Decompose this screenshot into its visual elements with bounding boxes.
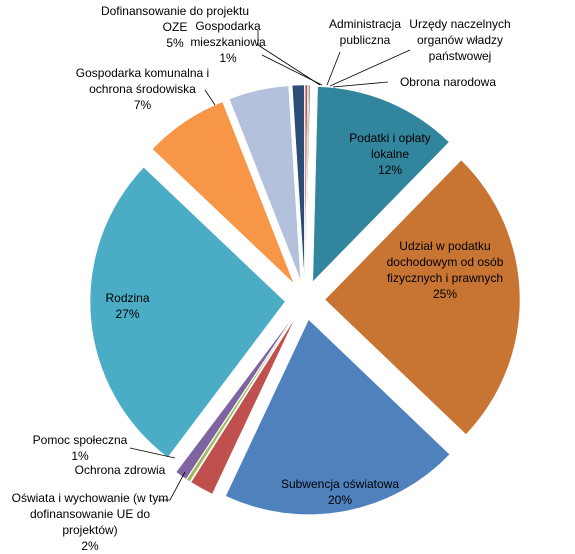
pie-slice: [324, 159, 521, 435]
slices: [89, 84, 521, 515]
category-label: Subwencja oświatowa: [280, 477, 400, 491]
category-label: Podatki i opłaty lokalne: [349, 131, 431, 161]
pie-slice: [225, 319, 450, 515]
value-label: 2%: [81, 539, 99, 553]
category-label: Gospodarka mieszkaniowa: [190, 19, 266, 49]
leader-line: [158, 471, 186, 501]
leader-lines: [129, 30, 411, 501]
category-label: Dofinansowanie do projektu OZE: [100, 4, 250, 34]
data-label: Podatki i opłaty lokalne 12%: [335, 130, 445, 178]
category-label: Udział w podatku dochodowym od osób fizy…: [386, 239, 504, 285]
pie-slice: [312, 86, 450, 283]
leader-line: [261, 54, 323, 86]
category-label: Obrona narodowa: [399, 75, 497, 89]
category-label: Rodzina: [105, 291, 150, 305]
leader-line: [257, 30, 321, 86]
pie-slice: [175, 316, 294, 480]
pie-slice: [190, 317, 296, 495]
data-label: Pomoc społeczna 1%: [25, 432, 135, 464]
data-label: Ochrona zdrowia: [65, 462, 175, 478]
data-label: Rodzina 27%: [80, 290, 175, 322]
category-label: Pomoc społeczna: [32, 433, 128, 447]
value-label: 20%: [327, 493, 353, 507]
data-label: Oświata i wychowanie (w tym dofinansowan…: [5, 490, 175, 554]
data-label: Subwencja oświatowa 20%: [270, 476, 410, 508]
value-label: 12%: [377, 163, 403, 177]
pie-slice: [291, 84, 305, 281]
leader-line: [326, 51, 341, 86]
data-label: Urzędy naczelnych organów władzy państwo…: [398, 16, 522, 64]
value-label: 1%: [219, 51, 237, 65]
category-label: Oświata i wychowanie (w tym dofinansowan…: [11, 491, 169, 537]
value-label: 1%: [71, 449, 89, 463]
leader-line: [332, 81, 389, 88]
pie-slice: [152, 101, 295, 284]
leader-line: [204, 89, 216, 106]
pie-slice: [229, 85, 301, 281]
category-label: Gospodarka komunalna i ochrona środowisk…: [75, 66, 210, 96]
data-label: Administracja publiczna: [320, 16, 410, 48]
category-label: Ochrona zdrowia: [74, 463, 166, 477]
data-label: Gospodarka komunalna i ochrona środowisk…: [55, 65, 230, 113]
category-label: Urzędy naczelnych organów władzy państwo…: [409, 17, 511, 63]
data-label: Udział w podatku dochodowym od osób fizy…: [370, 238, 520, 302]
value-label: 7%: [133, 98, 152, 112]
leader-line: [329, 49, 411, 87]
data-label: Dofinansowanie do projektu OZE 5%: [95, 3, 255, 51]
data-label: Gospodarka mieszkaniowa 1%: [178, 18, 278, 66]
value-label: 27%: [115, 307, 140, 321]
value-label: 5%: [166, 36, 184, 50]
category-label: Administracja publiczna: [328, 17, 402, 47]
leader-line: [129, 447, 176, 459]
pie-slice: [305, 84, 311, 281]
pie-slice: [89, 167, 286, 458]
value-label: 25%: [432, 287, 458, 301]
pie-slice: [186, 316, 295, 482]
data-label: Obrona narodowa: [388, 74, 508, 90]
